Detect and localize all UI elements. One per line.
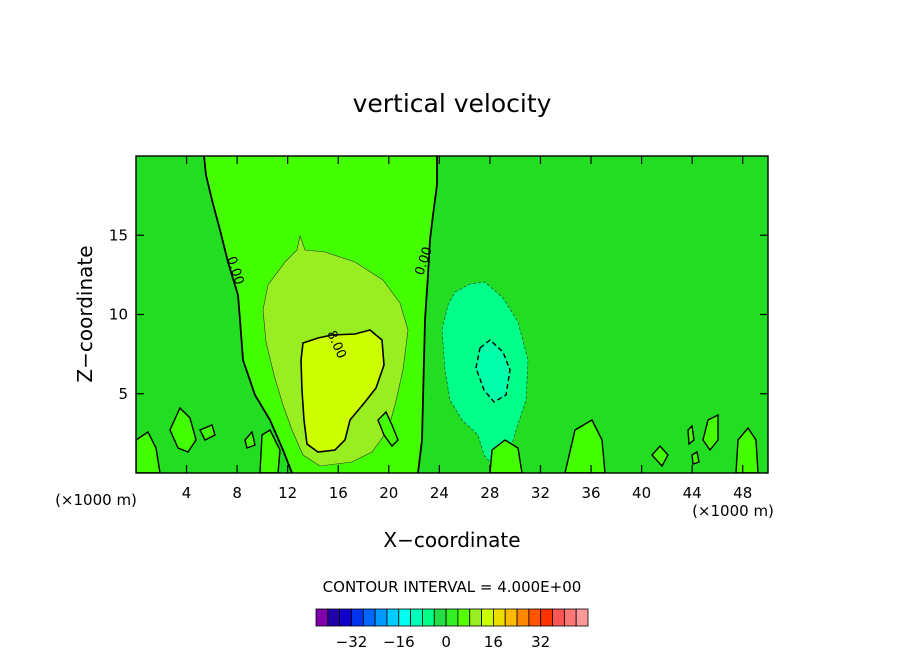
colorbar-tick-label-0: −32 bbox=[336, 633, 368, 651]
region-negative-8 bbox=[475, 339, 511, 403]
colorbar-swatch-20 bbox=[552, 608, 565, 627]
x-tick-label-6: 28 bbox=[480, 484, 499, 502]
colorbar-swatch-13 bbox=[469, 608, 482, 627]
colorbar-swatch-15 bbox=[492, 608, 506, 627]
colorbar-swatch-9 bbox=[422, 608, 435, 627]
x-tick-label-1: 8 bbox=[232, 484, 242, 502]
colorbar-swatch-18 bbox=[528, 608, 542, 627]
colorbar-tick-labels: −32 −16 0 16 32 bbox=[336, 633, 551, 651]
bottom-cells bbox=[136, 406, 759, 473]
colorbar-swatch-22 bbox=[575, 608, 589, 627]
colorbar-swatch-5 bbox=[374, 608, 388, 627]
x-tick-label-2: 12 bbox=[278, 484, 297, 502]
y-tick-label-1: 10 bbox=[109, 306, 128, 324]
zero-contour-left bbox=[203, 156, 293, 473]
zero-contour-right bbox=[417, 156, 438, 473]
colorbar-swatch-21 bbox=[563, 608, 577, 627]
colorbar-swatch-17 bbox=[516, 608, 530, 627]
x-axis-label: X−coordinate bbox=[383, 528, 520, 552]
x-tick-label-7: 32 bbox=[531, 484, 550, 502]
x-tick-label-0: 4 bbox=[182, 484, 192, 502]
colorbar-swatch-11 bbox=[445, 608, 459, 627]
colorbar-swatch-4 bbox=[362, 608, 376, 627]
colorbar bbox=[315, 608, 589, 627]
colorbar-swatch-6 bbox=[386, 608, 400, 627]
colorbar-swatch-7 bbox=[398, 608, 412, 627]
chart-title: vertical velocity bbox=[353, 89, 552, 118]
colorbar-tick-label-1: −16 bbox=[383, 633, 415, 651]
colorbar-tick-label-2: 0 bbox=[441, 633, 451, 651]
colorbar-swatch-8 bbox=[410, 608, 423, 627]
colorbar-swatch-19 bbox=[540, 608, 553, 627]
x-tick-label-9: 40 bbox=[632, 484, 651, 502]
region-positive-12 bbox=[300, 329, 385, 453]
contour-interval-text: CONTOUR INTERVAL = 4.000E+00 bbox=[323, 578, 582, 596]
colorbar-swatch-1 bbox=[327, 608, 341, 627]
colorbar-swatch-3 bbox=[351, 608, 364, 627]
colorbar-tick-label-4: 32 bbox=[531, 633, 550, 651]
x-unit-left: (×1000 m) bbox=[55, 491, 137, 509]
x-tick-label-5: 24 bbox=[430, 484, 449, 502]
x-unit-right: (×1000 m) bbox=[692, 502, 774, 520]
x-tick-label-3: 16 bbox=[329, 484, 348, 502]
colorbar-swatch-2 bbox=[339, 608, 352, 627]
colorbar-swatch-0 bbox=[315, 608, 329, 627]
colorbar-swatch-12 bbox=[457, 608, 471, 627]
x-tick-label-10: 44 bbox=[683, 484, 702, 502]
y-tick-label-0: 5 bbox=[118, 385, 128, 403]
x-tick-label-4: 20 bbox=[379, 484, 398, 502]
y-tick-label-2: 15 bbox=[109, 226, 128, 244]
colorbar-swatch-10 bbox=[433, 608, 447, 627]
colorbar-swatch-14 bbox=[481, 608, 494, 627]
x-tick-label-8: 36 bbox=[581, 484, 600, 502]
x-axis-ticks: 4 8 12 16 20 24 28 32 36 40 44 48 bbox=[182, 156, 752, 502]
y-axis-label: Z−coordinate bbox=[73, 245, 97, 382]
colorbar-tick-label-3: 16 bbox=[484, 633, 503, 651]
x-tick-label-11: 48 bbox=[733, 484, 752, 502]
colorbar-swatch-16 bbox=[504, 608, 518, 627]
plot-area: 0.00 0.00 8.00 bbox=[136, 156, 768, 473]
y-axis-ticks: 5 10 15 bbox=[109, 226, 768, 403]
